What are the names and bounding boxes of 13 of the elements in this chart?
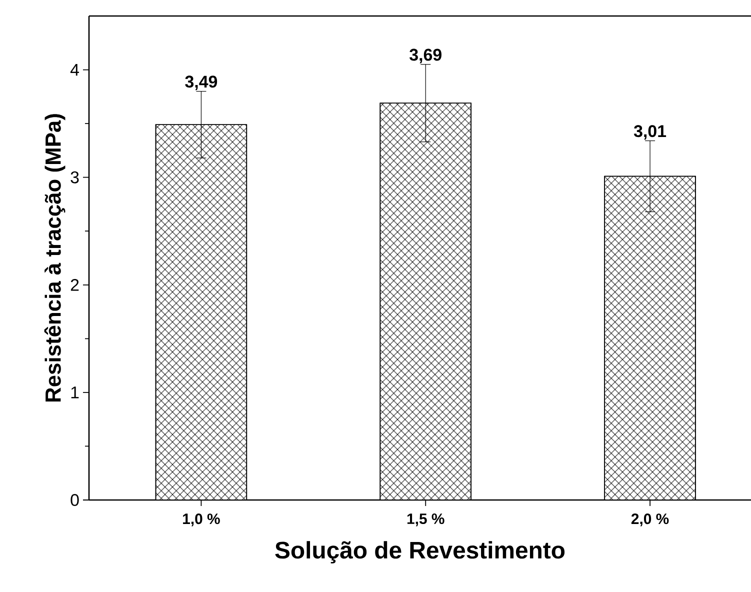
- y-tick-label: 0: [70, 494, 79, 506]
- x-tick-label: 1,0 %: [183, 514, 220, 526]
- x-tick-label: 1,5 %: [407, 514, 444, 526]
- y-tick-label: 3: [70, 171, 79, 184]
- data-label: 3,01: [634, 125, 666, 140]
- data-label: 3,49: [185, 76, 218, 90]
- x-tick-label: 2,0 %: [631, 514, 669, 526]
- y-axis-title: Resistência à tracção (MPa): [44, 114, 66, 402]
- x-axis-title: Solução de Revestimento: [275, 541, 565, 564]
- y-tick-label: 2: [70, 278, 79, 291]
- data-label: 3,69: [410, 48, 442, 64]
- y-tick-label: 4: [70, 64, 79, 76]
- y-tick-label: 1: [71, 386, 79, 398]
